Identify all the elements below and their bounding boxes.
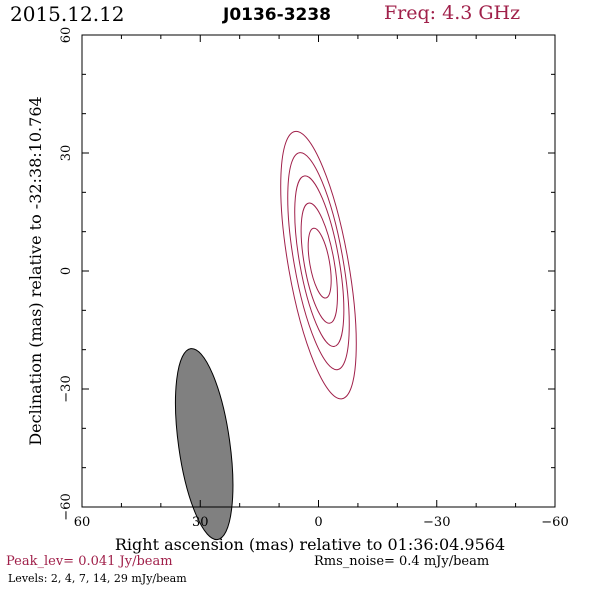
contour-level-2 [280,130,357,400]
epoch-date: 2015.12.12 [10,2,125,26]
contour-group [280,130,357,400]
restoring-beam [174,348,234,541]
contour-level-7 [294,175,345,347]
x-axis-label: Right ascension (mas) relative to 01:36:… [115,535,505,554]
contour-level-4 [287,152,350,371]
source-name: J0136-3238 [223,5,332,25]
x-tick-label: 60 [74,515,91,530]
y-tick-label: 0 [59,267,74,275]
y-tick-label: 30 [59,145,74,162]
x-tick-label: −60 [541,515,568,530]
tick-group: 60 30 0 −30 −60 −60 −30 0 30 60 [59,27,569,530]
y-tick-label: 60 [59,27,74,44]
contour-levels: Levels: 2, 4, 7, 14, 29 mJy/beam [8,572,187,585]
x-tick-label: 0 [314,515,322,530]
plot-frame [81,34,556,508]
peak-level: Peak_lev= 0.041 Jy/beam [6,554,173,569]
contour-level-14 [300,202,338,324]
observing-frequency: Freq: 4.3 GHz [384,2,521,24]
rms-noise: Rms_noise= 0.4 mJy/beam [314,554,490,569]
y-tick-label: −30 [59,375,74,402]
x-tick-label: 30 [192,515,209,530]
beam-group [174,348,234,541]
x-tick-label: −30 [423,515,450,530]
y-tick-label: −60 [59,493,74,520]
y-axis-label: Declination (mas) relative to -32:38:10.… [26,96,45,445]
contour-level-29 [307,227,332,299]
